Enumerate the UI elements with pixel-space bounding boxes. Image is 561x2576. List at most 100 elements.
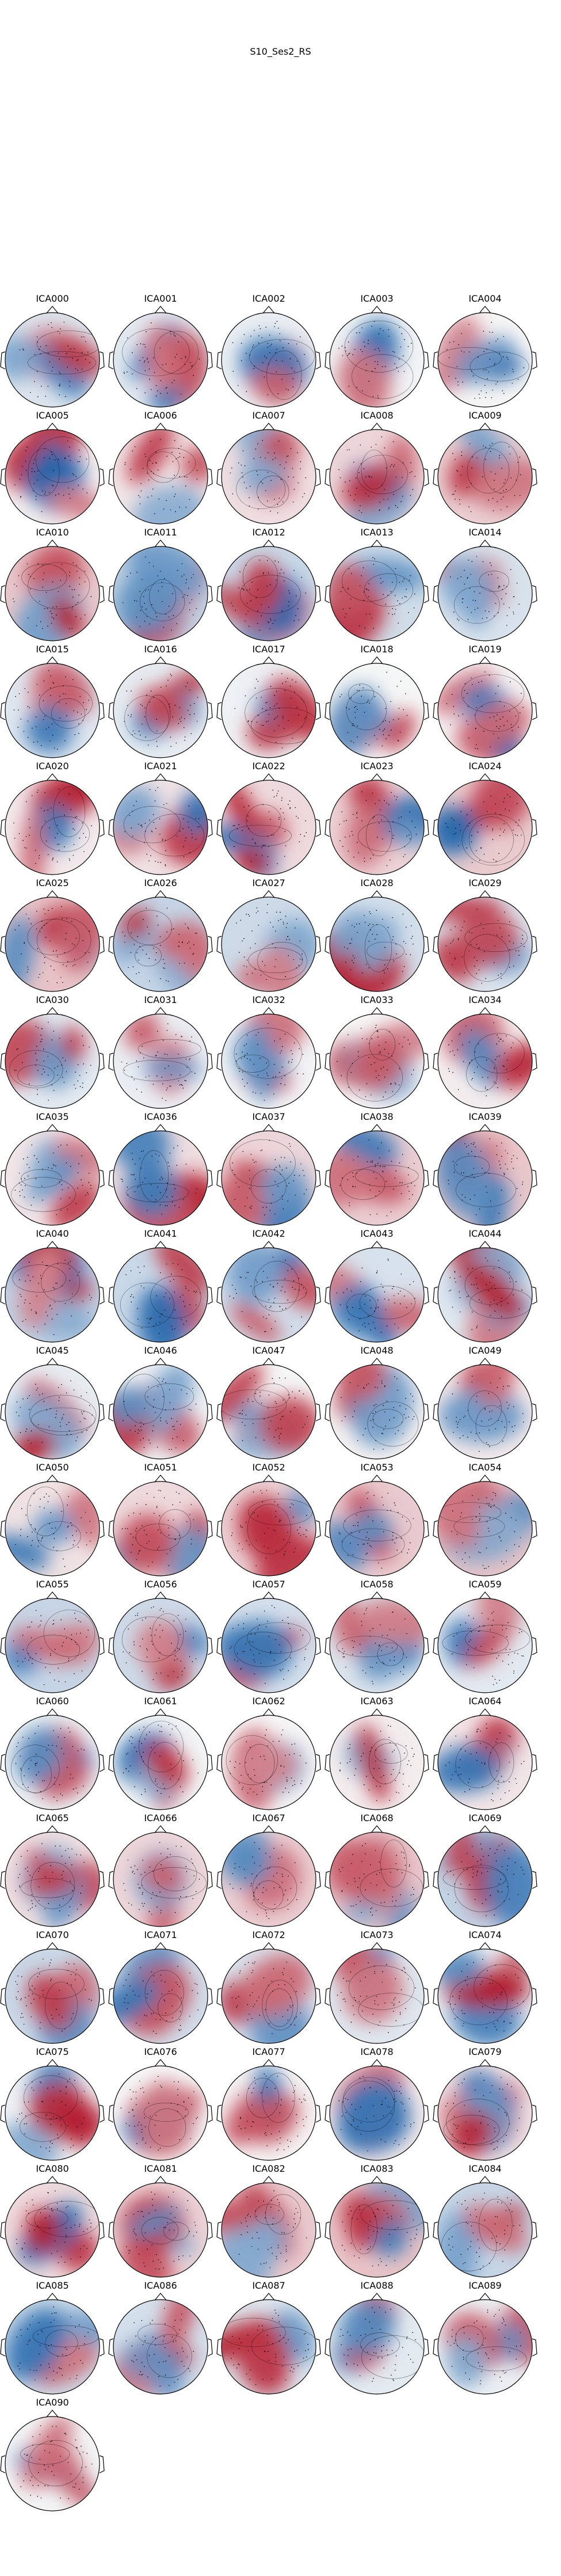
topomap-ica073: ICA073 xyxy=(325,1929,429,2047)
scalp-map xyxy=(108,1475,213,1576)
topomap-ica072: ICA072 xyxy=(216,1929,321,2047)
topomap-ica067: ICA067 xyxy=(216,1812,321,1930)
scalp-map xyxy=(0,2293,105,2395)
topomap-ica070: ICA070 xyxy=(0,1929,105,2047)
scalp-map xyxy=(325,1241,429,1343)
scalp-map xyxy=(325,2293,429,2395)
scalp-map xyxy=(0,539,105,641)
topomap-ica086: ICA086 xyxy=(108,2279,213,2398)
topomap-title: ICA007 xyxy=(252,410,285,421)
topomap-title: ICA052 xyxy=(252,1462,285,1473)
topomap-ica080: ICA080 xyxy=(0,2163,105,2281)
topomap-title: ICA067 xyxy=(252,1813,285,1823)
topomap-ica057: ICA057 xyxy=(216,1578,321,1696)
topomap-ica044: ICA044 xyxy=(433,1228,537,1346)
topomap-ica052: ICA052 xyxy=(216,1461,321,1579)
topomap-ica011: ICA011 xyxy=(108,526,213,644)
topomap-ica035: ICA035 xyxy=(0,1111,105,1229)
scalp-map xyxy=(108,539,213,641)
scalp-map xyxy=(433,1942,537,2044)
topomap-title: ICA018 xyxy=(360,644,394,655)
topomap-title: ICA062 xyxy=(252,1696,285,1707)
scalp-map xyxy=(433,423,537,525)
topomap-title: ICA080 xyxy=(36,2163,69,2174)
topomap-ica013: ICA013 xyxy=(325,526,429,644)
topomap-ica055: ICA055 xyxy=(0,1578,105,1696)
scalp-map xyxy=(216,1942,321,2044)
scalp-map xyxy=(433,1358,537,1460)
scalp-map xyxy=(433,2059,537,2161)
topomap-title: ICA085 xyxy=(36,2280,69,2291)
scalp-map xyxy=(325,1124,429,1226)
scalp-map xyxy=(216,423,321,525)
scalp-map xyxy=(108,1825,213,1927)
topomap-ica025: ICA025 xyxy=(0,877,105,995)
scalp-map xyxy=(108,773,213,875)
topomap-ica016: ICA016 xyxy=(108,643,213,761)
topomap-ica048: ICA048 xyxy=(325,1344,429,1462)
topomap-ica087: ICA087 xyxy=(216,2279,321,2398)
topomap-title: ICA032 xyxy=(252,994,285,1005)
scalp-map xyxy=(108,2176,213,2278)
topomap-title: ICA050 xyxy=(36,1462,69,1473)
topomap-title: ICA045 xyxy=(36,1345,69,1356)
scalp-map xyxy=(0,656,105,758)
scalp-map xyxy=(108,423,213,525)
scalp-map xyxy=(108,306,213,408)
topomap-title: ICA065 xyxy=(36,1813,69,1823)
topomap-ica079: ICA079 xyxy=(433,2046,537,2164)
topomap-title: ICA079 xyxy=(468,2046,502,2057)
topomap-title: ICA012 xyxy=(252,527,285,538)
scalp-map xyxy=(216,773,321,875)
scalp-map xyxy=(0,306,105,408)
topomap-ica026: ICA026 xyxy=(108,877,213,995)
topomap-title: ICA019 xyxy=(468,644,502,655)
scalp-map xyxy=(0,2410,105,2512)
topomap-title: ICA051 xyxy=(144,1462,177,1473)
topomap-ica033: ICA033 xyxy=(325,994,429,1112)
topomap-ica021: ICA021 xyxy=(108,760,213,878)
topomap-ica082: ICA082 xyxy=(216,2163,321,2281)
topomap-title: ICA063 xyxy=(360,1696,394,1707)
topomap-title: ICA087 xyxy=(252,2280,285,2291)
scalp-map xyxy=(108,1358,213,1460)
topomap-title: ICA048 xyxy=(360,1345,394,1356)
scalp-map xyxy=(0,1475,105,1576)
scalp-map xyxy=(433,539,537,641)
topomap-ica030: ICA030 xyxy=(0,994,105,1112)
topomap-ica045: ICA045 xyxy=(0,1344,105,1462)
scalp-map xyxy=(433,306,537,408)
topomap-ica066: ICA066 xyxy=(108,1812,213,1930)
topomap-ica061: ICA061 xyxy=(108,1695,213,1813)
topomap-title: ICA060 xyxy=(36,1696,69,1707)
topomap-ica047: ICA047 xyxy=(216,1344,321,1462)
topomap-title: ICA081 xyxy=(144,2163,177,2174)
topomap-ica063: ICA063 xyxy=(325,1695,429,1813)
topomap-ica000: ICA000 xyxy=(0,292,105,411)
topomap-title: ICA057 xyxy=(252,1579,285,1590)
topomap-ica015: ICA015 xyxy=(0,643,105,761)
topomap-title: ICA039 xyxy=(468,1111,502,1122)
topomap-title: ICA009 xyxy=(468,410,502,421)
topomap-title: ICA017 xyxy=(252,644,285,655)
topomap-title: ICA034 xyxy=(468,994,502,1005)
topomap-ica032: ICA032 xyxy=(216,994,321,1112)
topomap-ica014: ICA014 xyxy=(433,526,537,644)
topomap-title: ICA070 xyxy=(36,1929,69,1940)
scalp-map xyxy=(325,2059,429,2161)
topomap-title: ICA036 xyxy=(144,1111,177,1122)
topomap-title: ICA053 xyxy=(360,1462,394,1473)
scalp-map xyxy=(216,1358,321,1460)
scalp-map xyxy=(108,2059,213,2161)
topomap-title: ICA056 xyxy=(144,1579,177,1590)
topomap-title: ICA043 xyxy=(360,1228,394,1239)
topomap-ica005: ICA005 xyxy=(0,409,105,527)
scalp-map xyxy=(108,1124,213,1226)
scalp-map xyxy=(325,2176,429,2278)
topomap-title: ICA090 xyxy=(36,2397,69,2408)
scalp-map xyxy=(0,1942,105,2044)
topomap-ica003: ICA003 xyxy=(325,292,429,411)
topomap-ica022: ICA022 xyxy=(216,760,321,878)
topomap-ica081: ICA081 xyxy=(108,2163,213,2281)
scalp-map xyxy=(433,1591,537,1693)
